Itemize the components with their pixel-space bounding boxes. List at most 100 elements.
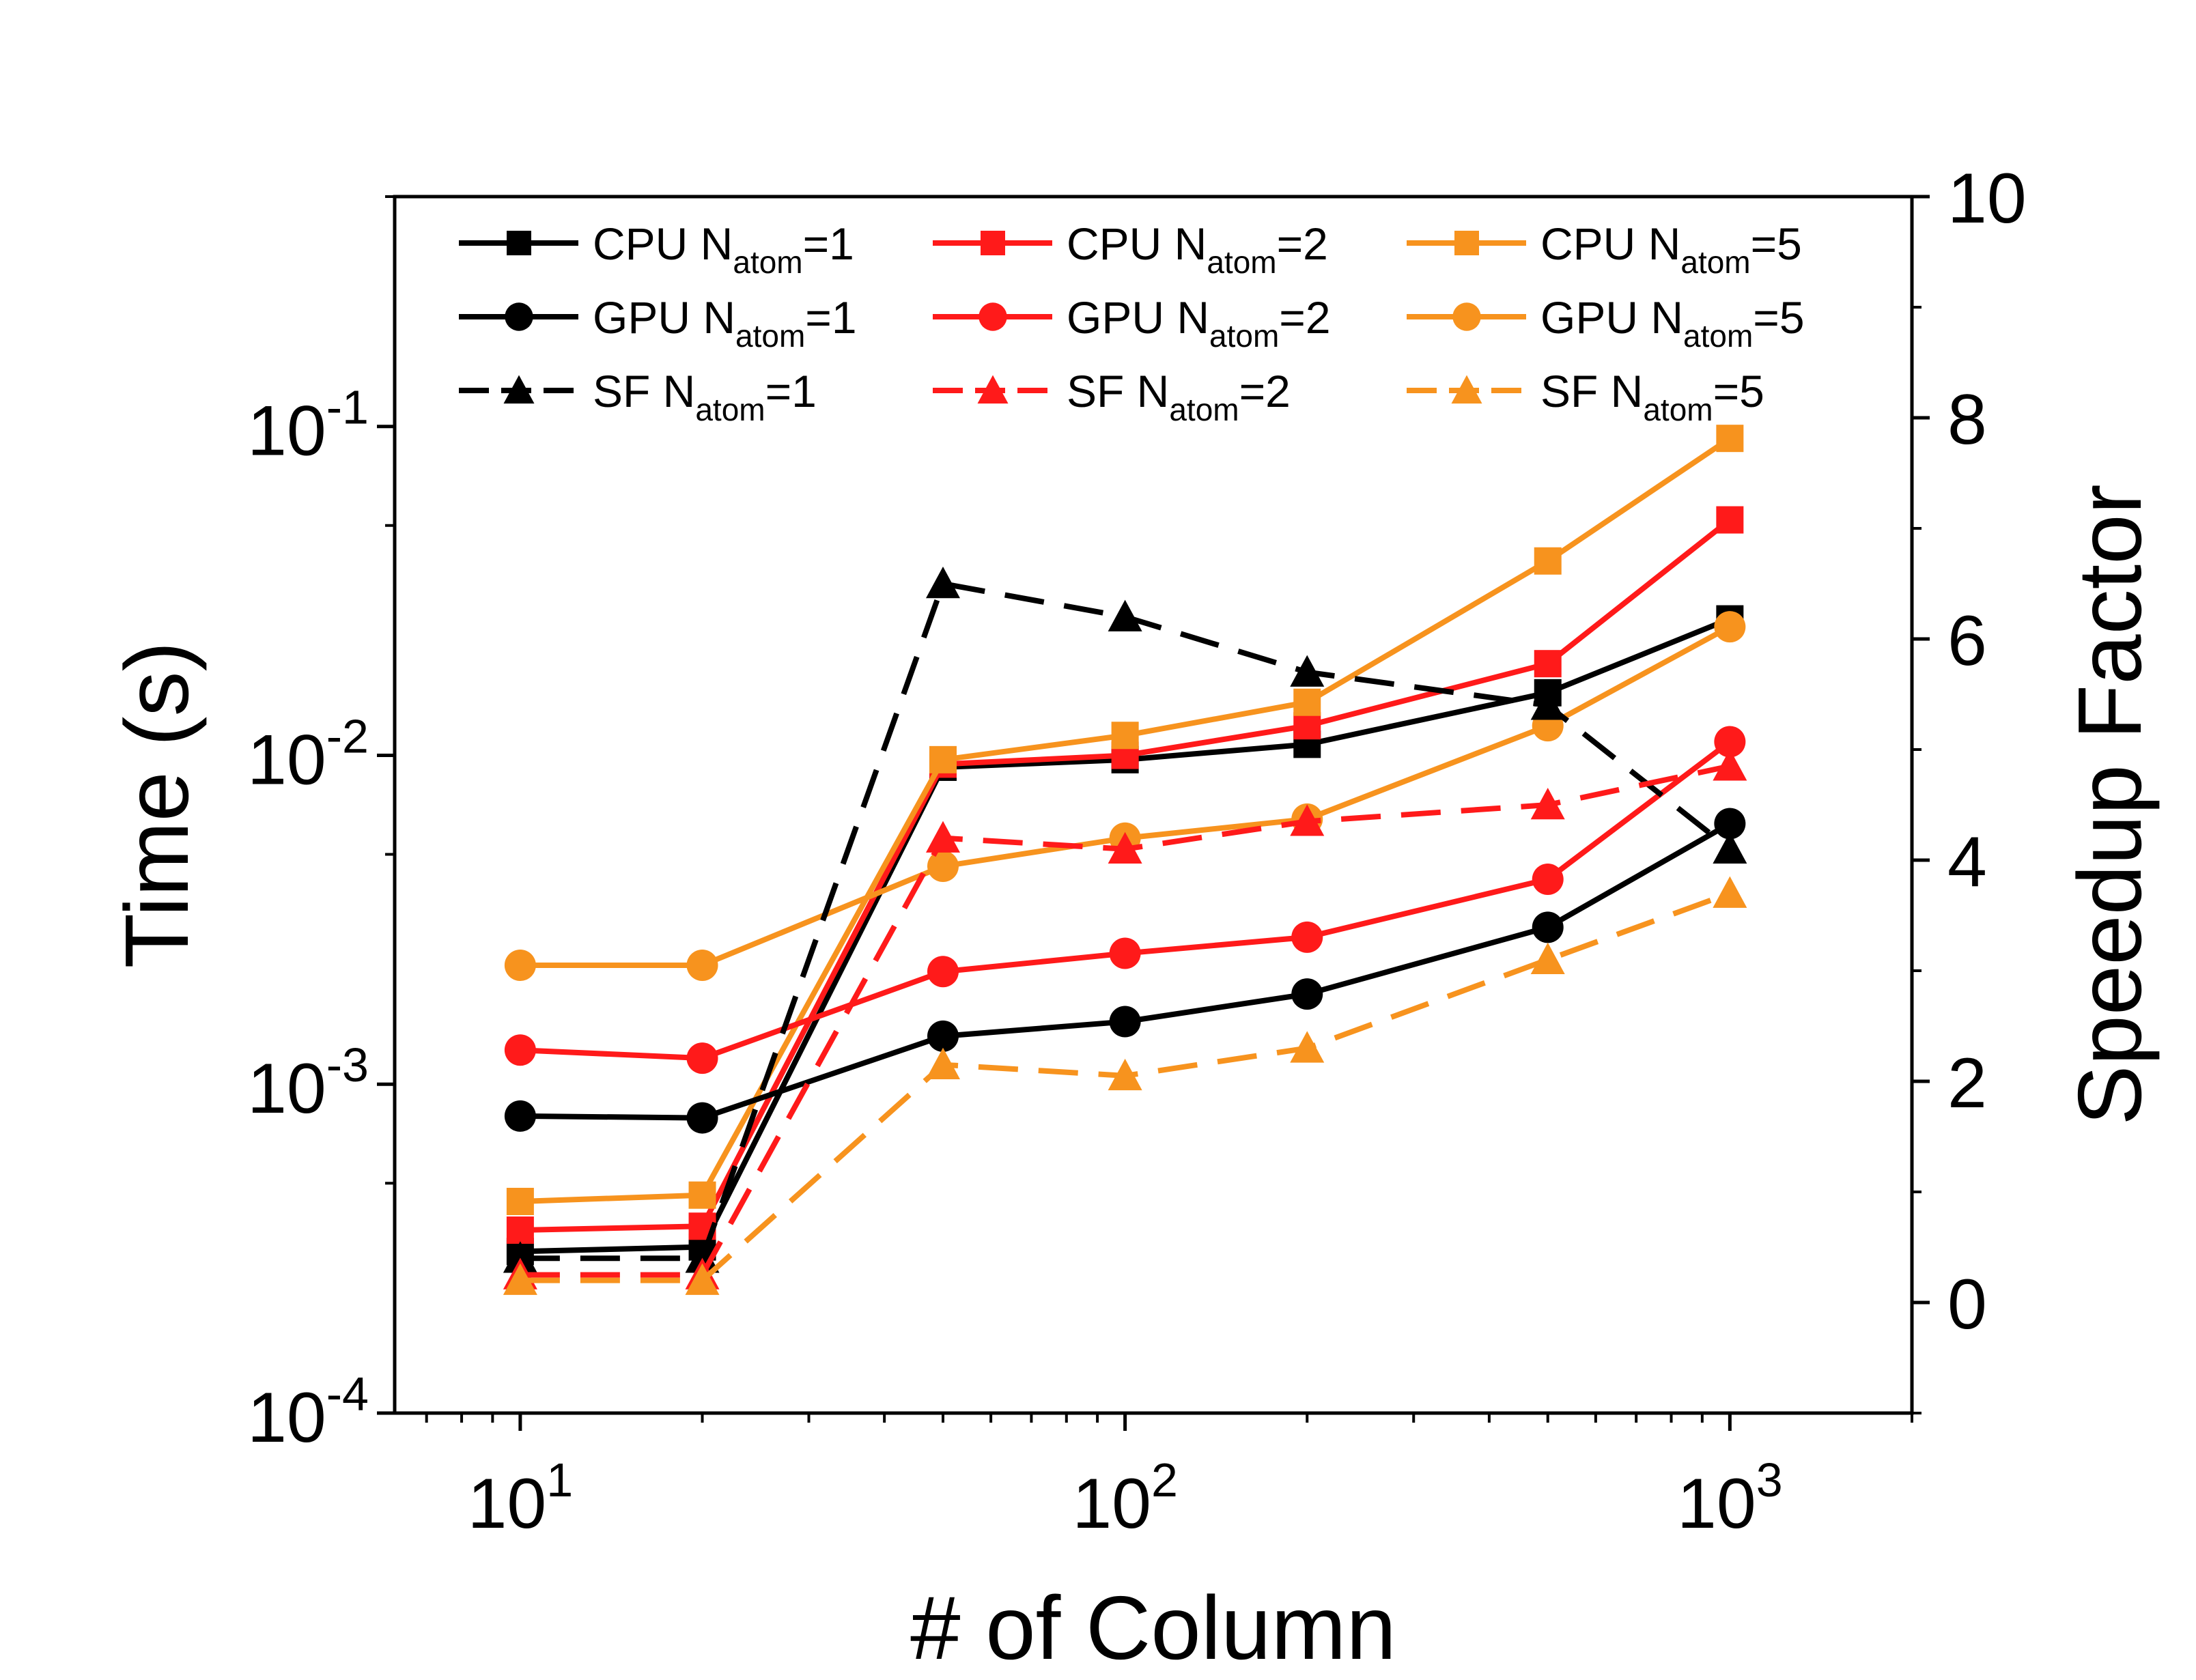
data-point	[1716, 425, 1744, 453]
data-point	[1108, 1058, 1142, 1091]
data-point	[1291, 978, 1323, 1010]
y-axis-left-label: Time (s)	[107, 641, 207, 968]
data-point	[1108, 599, 1142, 631]
data-point	[1530, 688, 1565, 720]
data-point	[1290, 1031, 1325, 1063]
data-point	[1293, 712, 1321, 740]
series-8	[503, 876, 1747, 1295]
legend-entry: CPU Natom=2	[933, 218, 1328, 280]
data-point	[925, 1047, 960, 1079]
series-2	[506, 425, 1744, 1216]
data-point	[506, 1188, 534, 1216]
legend-label: GPU Natom=5	[1540, 292, 1805, 354]
data-point	[1293, 688, 1321, 716]
data-point	[1109, 937, 1141, 969]
data-point	[925, 821, 960, 853]
legend-entry: GPU Natom=5	[1407, 292, 1805, 354]
y-right-tick-label: 10	[1947, 159, 2027, 238]
y-right-tick-label: 2	[1947, 1044, 1987, 1123]
legend-entry: GPU Natom=2	[933, 292, 1331, 354]
series-1	[506, 506, 1744, 1244]
data-point	[1530, 942, 1565, 975]
data-point	[1109, 1006, 1141, 1038]
data-point	[688, 1181, 716, 1209]
data-point	[1713, 831, 1747, 864]
data-point	[503, 1241, 537, 1273]
data-point	[1713, 876, 1747, 908]
data-point	[925, 567, 960, 599]
data-point	[1290, 655, 1325, 687]
x-axis-label: # of Column	[910, 1578, 1396, 1678]
data-point	[1716, 506, 1744, 534]
legend-label: GPU Natom=2	[1067, 292, 1331, 354]
legend-label: SF Natom=5	[1540, 366, 1764, 427]
data-point	[686, 1102, 718, 1134]
legend-entry: CPU Natom=5	[1407, 218, 1802, 280]
data-point	[1111, 722, 1139, 750]
y-axis-right-label: Speedup Factor	[2059, 484, 2160, 1125]
y-right-tick-label: 0	[1947, 1265, 1987, 1344]
data-point	[504, 1100, 536, 1132]
series-4	[504, 726, 1746, 1074]
legend: CPU Natom=1 CPU Natom=2 CPU Natom=5 GPU Nat…	[459, 218, 1805, 427]
legend-label: GPU Natom=1	[593, 292, 857, 354]
legend-marker	[1454, 231, 1479, 255]
legend-label: SF Natom=2	[1067, 366, 1291, 427]
legend-label: CPU Natom=1	[593, 218, 854, 280]
data-point	[1532, 863, 1564, 895]
plot-frame	[393, 195, 1914, 1415]
legend-entry: SF Natom=1	[459, 366, 817, 427]
legend-entry: SF Natom=5	[1407, 366, 1764, 427]
data-point	[1290, 804, 1325, 836]
y-left-tick-label: 10-1	[247, 381, 369, 471]
y-left-tick-label: 10-3	[247, 1038, 369, 1128]
data-point	[1714, 808, 1746, 840]
legend-label: SF Natom=1	[593, 366, 817, 427]
data-point	[927, 956, 959, 988]
legend-marker	[979, 302, 1007, 331]
y-right-tick-label: 4	[1947, 823, 1987, 902]
y-right-tick-label: 6	[1947, 601, 1987, 681]
legend-marker	[503, 375, 535, 404]
y-left-tick-label: 10-4	[247, 1367, 369, 1457]
data-point	[1291, 921, 1323, 953]
data-point	[686, 949, 718, 981]
axes-layer: 101 102 103 10-4 10-3 10-2 10-1 0 2 4 6 8 10	[247, 159, 2027, 1543]
data-point	[927, 1020, 959, 1052]
data-point	[1534, 650, 1562, 678]
data-point	[503, 1263, 537, 1295]
x-tick-label: 101	[468, 1453, 574, 1543]
legend-entry: CPU Natom=1	[459, 218, 854, 280]
data-point	[504, 1034, 536, 1066]
data-point	[1714, 611, 1746, 643]
x-tick-label: 102	[1072, 1453, 1178, 1543]
legend-marker	[505, 302, 533, 331]
legend-marker	[977, 375, 1009, 404]
legend-marker	[507, 231, 531, 255]
y-right-tick-label: 8	[1947, 380, 1987, 459]
legend-marker	[1452, 302, 1481, 331]
data-point	[504, 949, 536, 981]
series-layer	[503, 425, 1747, 1295]
legend-entry: SF Natom=2	[933, 366, 1291, 427]
data-point	[506, 1216, 534, 1244]
data-point	[1530, 788, 1565, 820]
y-left-tick-label: 10-2	[247, 709, 369, 799]
data-point	[1108, 831, 1142, 864]
data-point	[1532, 911, 1564, 943]
data-point	[685, 1263, 720, 1295]
data-point	[1714, 726, 1746, 758]
legend-marker	[1451, 375, 1482, 404]
legend-label: CPU Natom=5	[1540, 218, 1802, 280]
legend-marker	[981, 231, 1005, 255]
legend-entry: GPU Natom=1	[459, 292, 857, 354]
data-point	[1713, 749, 1747, 781]
data-point	[686, 1042, 718, 1074]
data-point	[927, 850, 959, 882]
data-point	[1534, 547, 1562, 575]
x-tick-label: 103	[1677, 1453, 1783, 1543]
series-3	[504, 808, 1746, 1134]
legend-label: CPU Natom=2	[1067, 218, 1328, 280]
data-point	[929, 745, 957, 773]
